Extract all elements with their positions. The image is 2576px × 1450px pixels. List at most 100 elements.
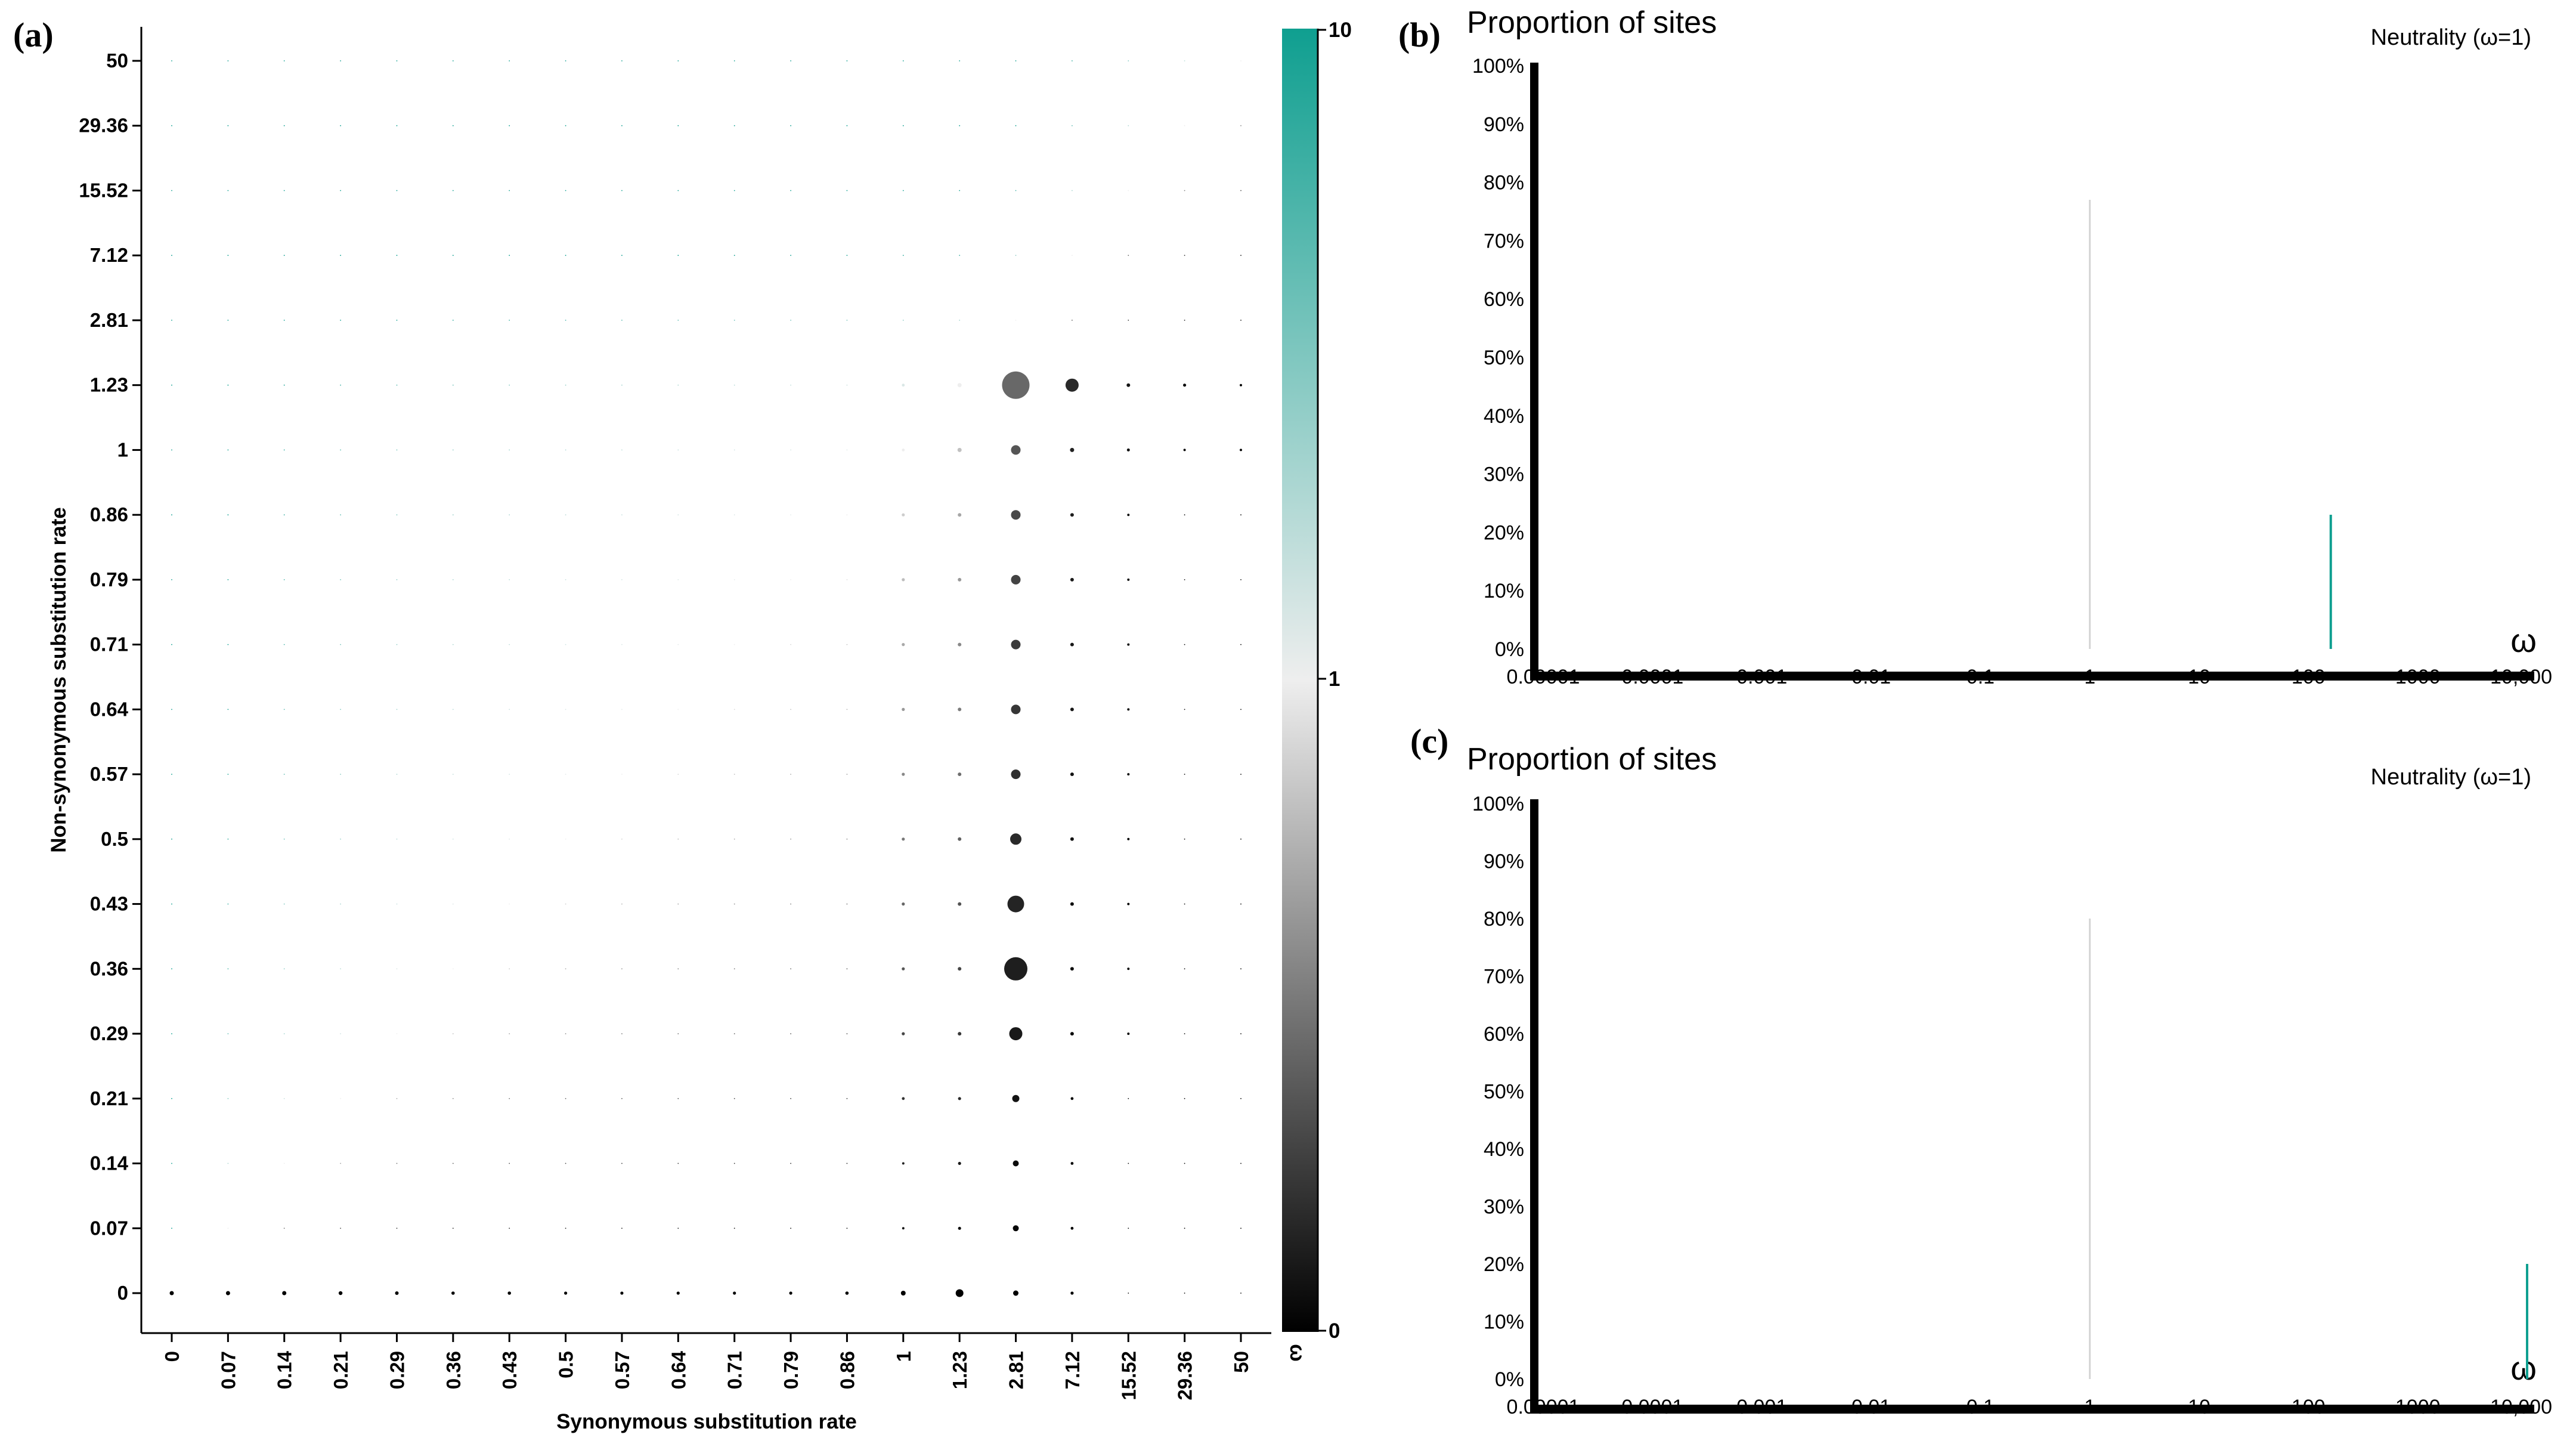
data-point (1072, 320, 1073, 321)
x-tick-label: 29.36 (1174, 1351, 1196, 1400)
data-point (846, 1163, 848, 1164)
data-point (733, 579, 735, 580)
x-tick-label: 50 (1230, 1351, 1252, 1373)
data-point (565, 190, 566, 191)
data-point (902, 1097, 905, 1100)
data-point (283, 838, 285, 840)
data-point (621, 1163, 623, 1164)
data-point (171, 514, 172, 516)
data-point (340, 579, 341, 580)
x-tick-label: 10 (2188, 1396, 2210, 1418)
data-point (902, 578, 905, 582)
panel-b-marks (2089, 199, 2332, 649)
data-point (846, 320, 848, 321)
data-point (902, 190, 904, 191)
data-point (733, 838, 735, 840)
data-point (509, 514, 510, 516)
panel-c-x-axis-line (1530, 1405, 2534, 1414)
data-point (1184, 514, 1185, 516)
data-point (790, 968, 791, 970)
y-tick-label: 50% (1484, 1081, 1524, 1103)
x-tick-label: 2.81 (1005, 1351, 1027, 1389)
data-point (846, 709, 848, 710)
data-point (283, 320, 285, 321)
data-point (395, 1291, 399, 1295)
x-tick-label: 0.36 (442, 1351, 465, 1389)
data-point (846, 1228, 848, 1229)
data-point (1240, 255, 1241, 256)
data-point (227, 903, 229, 905)
data-point (565, 644, 566, 645)
data-point (169, 1291, 174, 1296)
data-point (564, 1291, 568, 1295)
data-point (340, 255, 341, 256)
data-point (790, 1163, 791, 1164)
data-point (396, 60, 398, 61)
y-tick-label: 50 (106, 50, 128, 72)
data-point (1184, 579, 1185, 580)
data-point (846, 190, 848, 191)
data-point (958, 967, 962, 971)
data-point (790, 838, 791, 840)
data-point (565, 514, 566, 516)
data-point (396, 320, 398, 321)
data-point (283, 60, 285, 61)
y-tick-label: 100% (1472, 55, 1524, 78)
data-point (733, 449, 735, 451)
data-point (171, 190, 172, 191)
data-point (340, 774, 341, 775)
data-point (452, 255, 454, 256)
panel-c-letter: (c) (1410, 722, 1448, 760)
data-point (452, 579, 454, 580)
data-point (1240, 838, 1241, 840)
data-point (1128, 1228, 1129, 1229)
y-tick-label: 90% (1484, 851, 1524, 873)
data-point (340, 709, 341, 710)
data-point (790, 255, 791, 256)
data-point (621, 320, 623, 321)
data-point (902, 60, 904, 61)
y-tick-label: 100% (1472, 793, 1524, 815)
y-tick-label: 30% (1484, 463, 1524, 486)
y-tick-label: 0.57 (90, 763, 128, 785)
data-point (677, 255, 679, 256)
data-point (227, 1097, 229, 1099)
data-point (902, 449, 905, 452)
data-point (733, 514, 735, 516)
data-point (396, 190, 398, 191)
data-point (790, 1228, 791, 1229)
data-point (283, 1163, 285, 1164)
data-point (790, 60, 791, 61)
data-point (790, 320, 791, 321)
data-point (171, 60, 172, 61)
y-tick-label: 60% (1484, 288, 1524, 311)
data-point (509, 320, 510, 321)
panel-a-y-axis-title: Non-synonymous substitution rate (47, 507, 70, 852)
data-point (621, 709, 623, 710)
data-point (677, 60, 679, 61)
panel-c-x-axis-label: ω (2510, 1349, 2537, 1387)
data-point (283, 255, 285, 256)
data-point (396, 644, 398, 645)
panel-b-letter: (b) (1398, 16, 1441, 54)
data-point (1240, 1228, 1241, 1229)
data-point (677, 449, 679, 451)
x-tick-label: 0.01 (1852, 1396, 1891, 1418)
data-point (227, 125, 229, 126)
data-point (902, 707, 905, 711)
x-tick-label: 0.71 (724, 1351, 746, 1389)
data-point (846, 644, 848, 645)
data-point (846, 968, 848, 970)
data-point (565, 384, 566, 386)
data-point (565, 60, 566, 61)
x-tick-label: 0.0001 (1621, 1396, 1683, 1418)
data-point (846, 449, 848, 451)
data-point (677, 190, 679, 191)
data-point (1184, 125, 1185, 126)
y-tick-label: 80% (1484, 908, 1524, 930)
data-point (959, 190, 961, 191)
data-point (1240, 709, 1241, 710)
data-point (340, 968, 341, 970)
data-point (957, 383, 962, 388)
data-point (1004, 957, 1027, 981)
